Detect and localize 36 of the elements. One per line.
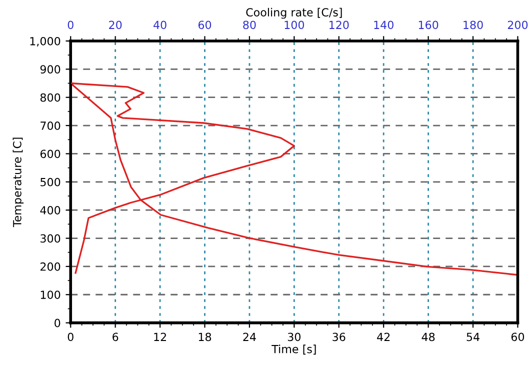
x-tick-label: 42 (377, 332, 390, 341)
x2-tick-label: 120 (330, 20, 349, 30)
y-tick-label: 400 (40, 206, 60, 214)
y-tick-label: 800 (40, 93, 60, 102)
y-tick-label: 900 (40, 65, 60, 74)
x2-tick-label: 20 (109, 20, 122, 30)
x2-tick-label: 160 (418, 20, 438, 30)
y-tick-label: 600 (40, 150, 60, 158)
x-tick-label: 18 (198, 332, 212, 342)
x-tick-label: 24 (243, 332, 256, 341)
x-tick-label: 54 (466, 332, 480, 342)
y-tick-label: 500 (40, 178, 60, 186)
y-tick-label: 300 (40, 234, 60, 243)
x-tick-label: 48 (422, 332, 435, 342)
x2-tick-label: 40 (154, 20, 166, 30)
x-axis-title: Time [s] (272, 344, 316, 355)
y-tick-label: 100 (40, 290, 60, 300)
x2-tick-label: 140 (374, 20, 394, 30)
y-tick-label: 700 (40, 122, 60, 130)
x2-tick-label: 180 (464, 20, 483, 30)
x2-tick-label: 80 (243, 20, 256, 30)
x2-tick-label: 200 (508, 20, 528, 30)
x2-tick-label: 100 (284, 20, 304, 30)
x-tick-label: 60 (511, 332, 524, 342)
x2-axis-title: Cooling rate [C/s] (246, 8, 342, 19)
y-tick-label: 200 (40, 262, 60, 271)
y-tick-label: 0 (54, 318, 60, 328)
x2-tick-label: 0 (68, 20, 74, 30)
x-tick-label: 30 (288, 332, 301, 342)
x2-tick-label: 60 (198, 20, 212, 30)
x-tick-label: 6 (112, 332, 118, 342)
x-tick-label: 36 (332, 332, 346, 342)
y-tick-label: 1,000 (30, 36, 60, 47)
x-tick-label: 12 (154, 332, 166, 341)
y-axis-title: Temperature [C] (12, 138, 24, 228)
x-tick-label: 0 (68, 332, 74, 342)
